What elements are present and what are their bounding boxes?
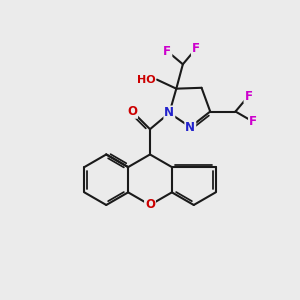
Text: F: F [164,45,171,58]
Text: F: F [244,89,253,103]
Text: N: N [164,106,174,119]
Text: F: F [192,42,200,55]
Text: O: O [127,105,137,118]
Text: F: F [249,115,257,128]
Text: HO: HO [137,75,155,85]
Text: O: O [145,199,155,212]
Text: N: N [185,121,195,134]
